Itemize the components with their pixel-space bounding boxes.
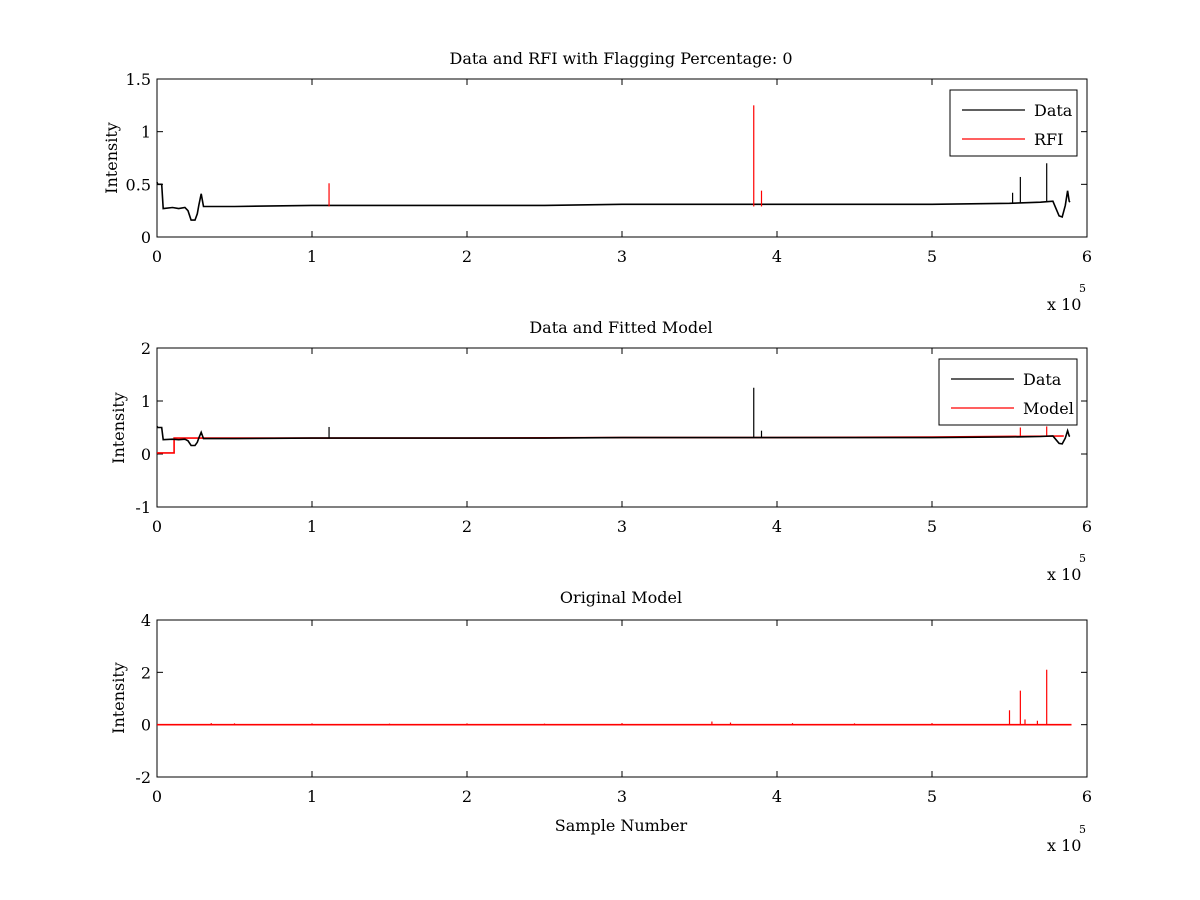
- x-tick-label: 4: [772, 247, 782, 266]
- x-tick-label: 1: [307, 787, 317, 806]
- x-tick-label: 6: [1082, 787, 1092, 806]
- x-exponent-power: 5: [1079, 552, 1086, 565]
- plot-area: [156, 347, 1088, 508]
- x-tick-label: 2: [462, 517, 472, 536]
- x-tick-label: 2: [462, 247, 472, 266]
- chart-title: Data and Fitted Model: [529, 318, 712, 337]
- x-tick-label: 5: [927, 517, 937, 536]
- x-tick-label: 1: [307, 517, 317, 536]
- x-exponent-label: x 10: [1047, 565, 1081, 584]
- chart-title: Data and RFI with Flagging Percentage: 0: [449, 49, 792, 68]
- panel-top: Data and RFI with Flagging Percentage: 0…: [102, 49, 1092, 314]
- y-axis-label: Intensity: [102, 122, 121, 194]
- x-tick-label: 1: [307, 247, 317, 266]
- plot-area: [156, 619, 1088, 778]
- y-tick-label: 0: [141, 228, 151, 247]
- x-tick-label: 2: [462, 787, 472, 806]
- y-tick-label: 1: [141, 123, 151, 142]
- y-tick-label: 0.5: [126, 175, 151, 194]
- x-tick-label: 0: [152, 517, 162, 536]
- panel-middle: Data and Fitted Model Intensity x 10 5 0…: [109, 318, 1092, 584]
- data-series-line: [156, 181, 1071, 221]
- y-tick-label: 4: [141, 611, 151, 630]
- x-tick-label: 3: [617, 517, 627, 536]
- x-tick-label: 6: [1082, 247, 1092, 266]
- x-exponent-power: 5: [1079, 282, 1086, 295]
- legend-label: Model: [1023, 399, 1074, 418]
- x-tick-label: 3: [617, 247, 627, 266]
- x-tick-label: 0: [152, 787, 162, 806]
- legend-label: Data: [1023, 370, 1062, 389]
- legend-label: RFI: [1034, 130, 1063, 149]
- x-tick-label: 4: [772, 787, 782, 806]
- y-tick-label: 1.5: [126, 70, 151, 89]
- x-exponent-label: x 10: [1047, 295, 1081, 314]
- x-tick-label: 0: [152, 247, 162, 266]
- y-tick-label: -1: [135, 498, 151, 517]
- x-tick-label: 5: [927, 247, 937, 266]
- legend-box: [949, 89, 1078, 157]
- data-series-line: [156, 425, 1071, 447]
- y-tick-label: 2: [141, 663, 151, 682]
- chart-title: Original Model: [560, 588, 682, 607]
- y-tick-label: 0: [141, 445, 151, 464]
- plot-area: [156, 78, 1088, 238]
- legend-label: Data: [1034, 101, 1073, 120]
- y-tick-label: -2: [135, 768, 151, 787]
- y-tick-label: 0: [141, 716, 151, 735]
- panel-bottom: Original Model Intensity Sample Number x…: [109, 588, 1092, 855]
- legend-box: [938, 358, 1078, 426]
- x-tick-label: 4: [772, 517, 782, 536]
- y-tick-label: 1: [141, 392, 151, 411]
- x-tick-label: 3: [617, 787, 627, 806]
- y-tick-label: 2: [141, 339, 151, 358]
- x-exponent-power: 5: [1079, 823, 1086, 836]
- x-tick-label: 6: [1082, 517, 1092, 536]
- x-tick-label: 5: [927, 787, 937, 806]
- y-axis-label: Intensity: [109, 392, 128, 464]
- y-axis-label: Intensity: [109, 662, 128, 734]
- x-exponent-label: x 10: [1047, 836, 1081, 855]
- x-axis-label: Sample Number: [555, 816, 688, 835]
